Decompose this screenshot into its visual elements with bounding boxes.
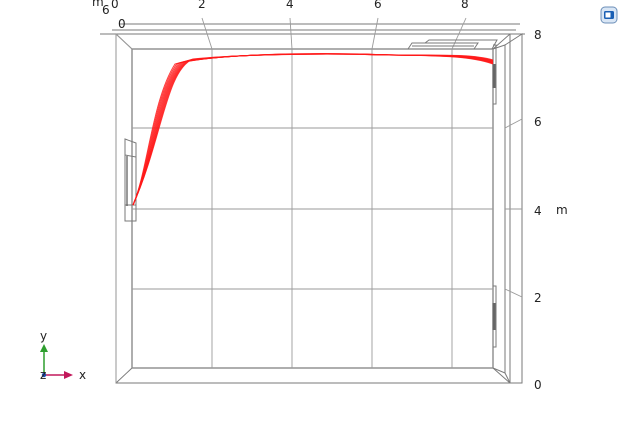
top-strip [100,23,525,35]
right-axis-unit: m [556,203,568,217]
top-axis-tick-2: 2 [198,0,206,11]
right-axis-tick-8: 8 [534,28,542,42]
top-axis-tick-4: 4 [286,0,294,11]
right-wall [492,33,523,384]
streamline [132,53,494,206]
streamline [132,53,494,206]
triad-x-arrow [64,371,73,379]
streamline [132,53,494,206]
axis-triad: y x z [40,329,86,382]
ceiling-fixture [407,39,498,50]
right-axis-tick-6: 6 [534,115,542,129]
room-outer-frame [115,33,511,384]
streamline [132,53,494,206]
streamline [132,53,494,206]
top-axis-tick-8: 8 [461,0,469,11]
streamline [132,53,494,206]
grid-lines [115,17,493,383]
triad-x-label: x [79,368,86,382]
room-perspective-edges [115,33,511,384]
top-axis-extra-label-2: 0 [118,17,126,31]
right-axis-tick-4: 4 [534,204,542,218]
triad-z-label: z [40,368,46,382]
streamlines [132,53,494,206]
streamline [132,53,494,206]
top-axis-tick-0: 0 [111,0,119,11]
streamline [132,53,494,206]
inlet-vent [124,138,137,222]
toolbar-logo-icon[interactable] [600,6,618,24]
top-axis-unit: m [92,0,104,9]
triad-y-label: y [40,329,47,343]
right-axis-tick-0: 0 [534,378,542,392]
top-axis-extra-label-1: 6 [102,3,110,17]
right-axis-tick-2: 2 [534,291,542,305]
streamline [132,53,494,206]
floor-plane [131,48,494,369]
triad-y-arrow [40,344,48,352]
outlet-vent-lower [492,285,497,348]
top-axis-tick-6: 6 [374,0,382,11]
streamline [132,53,494,206]
triad-z-axis [41,372,47,378]
